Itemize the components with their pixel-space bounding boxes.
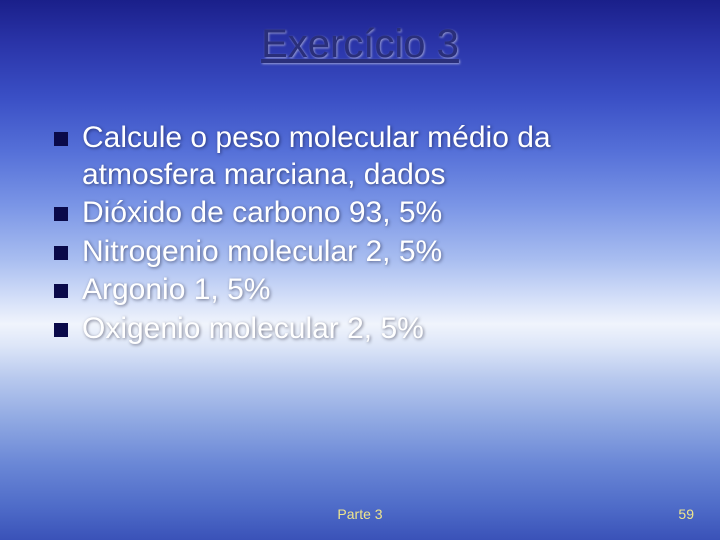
bullet-icon	[54, 323, 68, 337]
list-item: Calcule o peso molecular médio da atmosf…	[54, 120, 680, 193]
list-item: Dióxido de carbono 93, 5%	[54, 195, 680, 232]
slide: Exercício 3 Calcule o peso molecular méd…	[0, 0, 720, 540]
list-item: Oxigenio molecular 2, 5%	[54, 311, 680, 348]
bullet-text: Nitrogenio molecular 2, 5%	[82, 234, 680, 271]
list-item: Argonio 1, 5%	[54, 272, 680, 309]
bullet-text: Dióxido de carbono 93, 5%	[82, 195, 680, 232]
bullet-text: Argonio 1, 5%	[82, 272, 680, 309]
bullet-icon	[54, 246, 68, 260]
slide-title: Exercício 3	[0, 22, 720, 67]
bullet-icon	[54, 132, 68, 146]
footer-section-label: Parte 3	[0, 506, 720, 522]
bullet-icon	[54, 284, 68, 298]
list-item: Nitrogenio molecular 2, 5%	[54, 234, 680, 271]
footer-page-number: 59	[678, 506, 694, 522]
bullet-list: Calcule o peso molecular médio da atmosf…	[54, 120, 680, 350]
bullet-text: Calcule o peso molecular médio da atmosf…	[82, 120, 680, 193]
bullet-icon	[54, 207, 68, 221]
bullet-text: Oxigenio molecular 2, 5%	[82, 311, 680, 348]
